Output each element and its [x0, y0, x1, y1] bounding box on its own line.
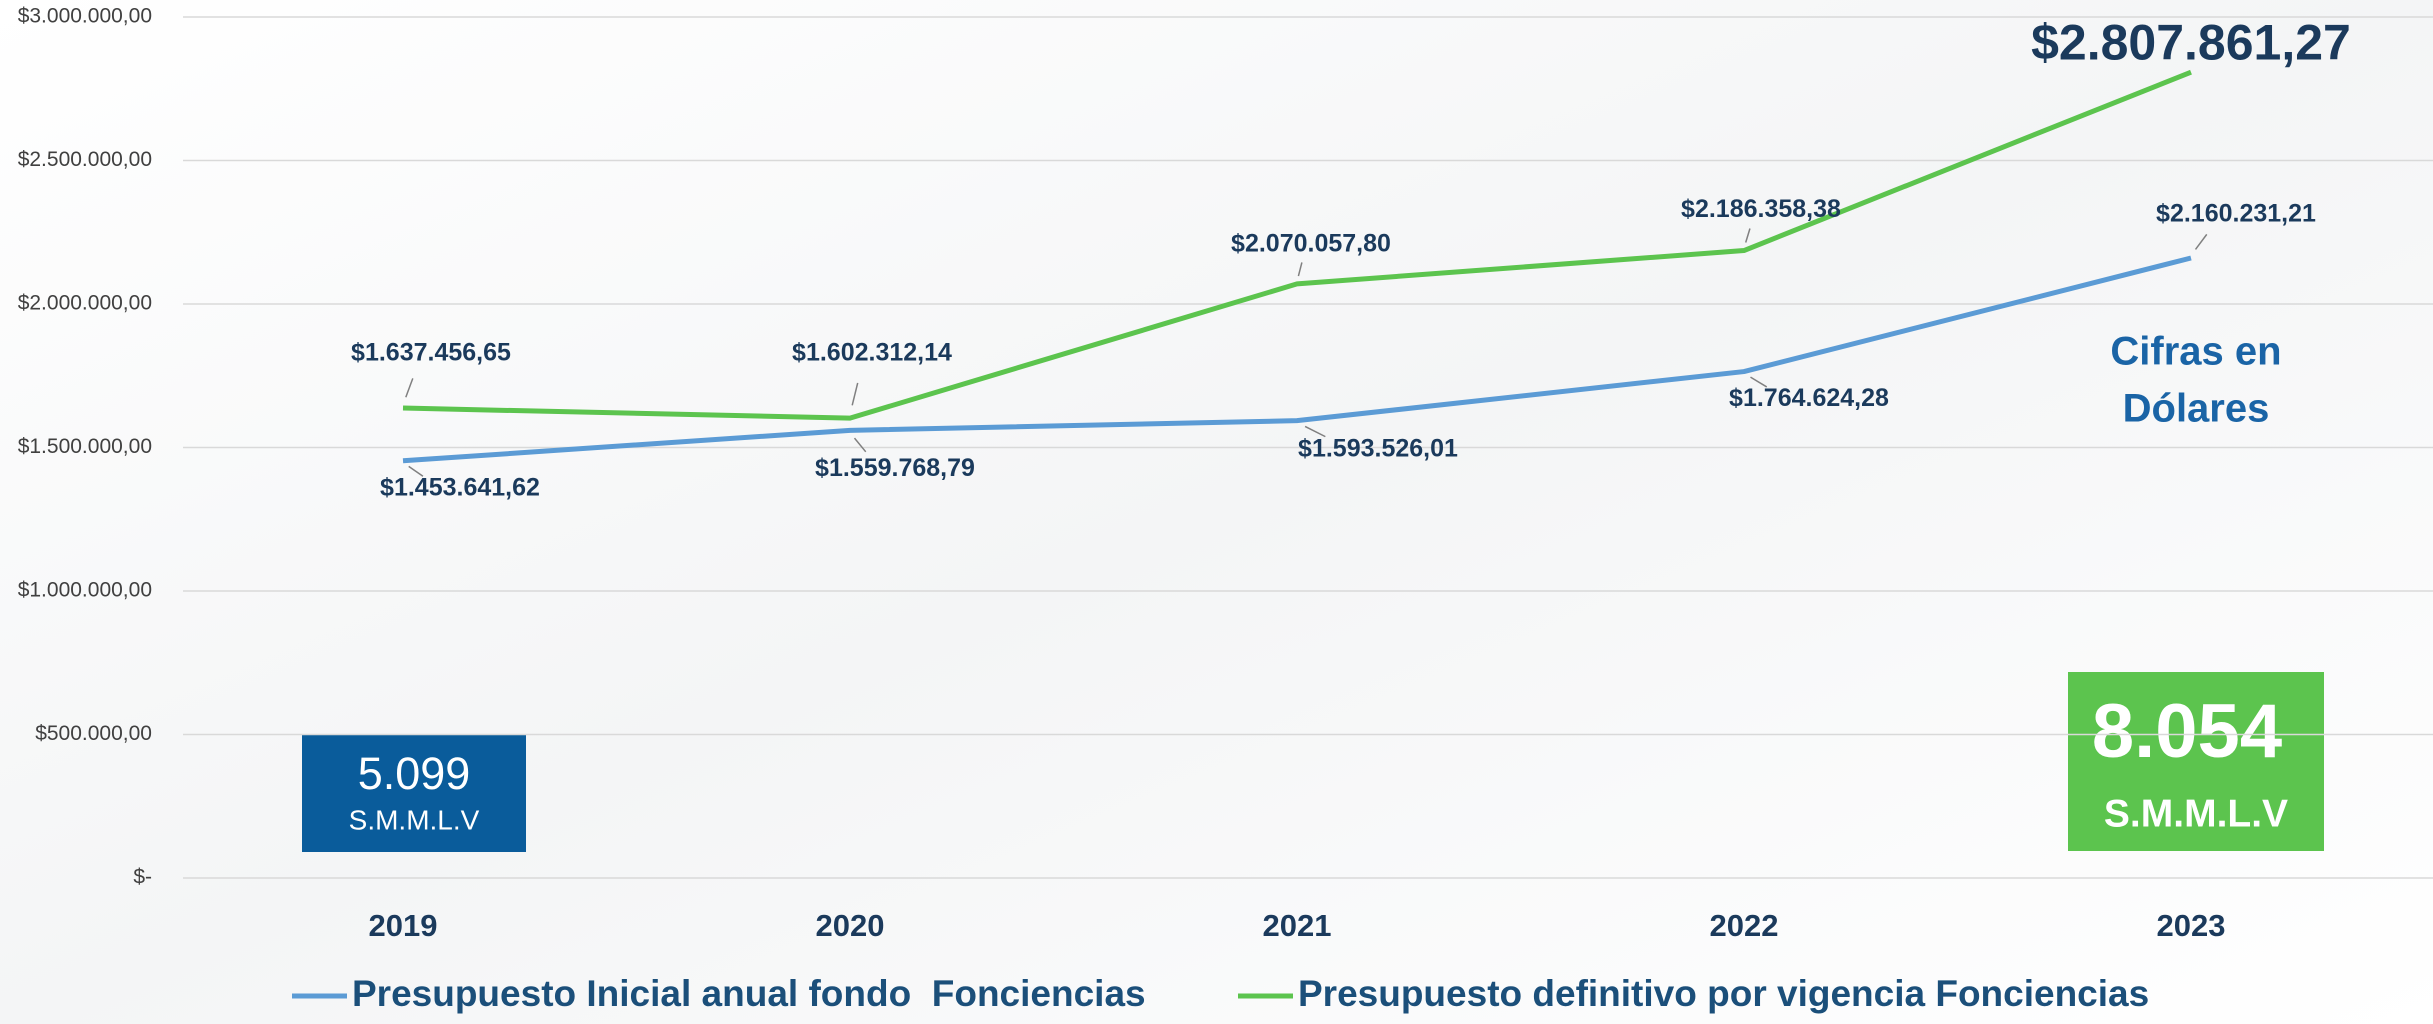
- legend-label: Presupuesto Inicial anual fondo Foncienc…: [352, 973, 1146, 1014]
- y-tick-label: $1.000.000,00: [18, 579, 152, 602]
- data-label: $1.764.624,28: [1729, 384, 1889, 412]
- green-box: [2068, 672, 2324, 851]
- data-label: $1.637.456,65: [351, 339, 511, 367]
- blue-box: [302, 735, 526, 852]
- annotation: Cifras en: [2110, 330, 2281, 374]
- leader-line: [1750, 376, 1768, 388]
- data-label: $2.160.231,21: [2156, 200, 2316, 228]
- leader-line: [851, 382, 859, 406]
- x-tick-label: 2023: [2157, 908, 2226, 943]
- leader-line: [408, 465, 424, 477]
- leader-line: [2194, 233, 2208, 250]
- leader-line: [1744, 228, 1751, 243]
- leader-line: [853, 437, 867, 453]
- legend-label: Presupuesto definitivo por vigencia Fonc…: [1298, 973, 2149, 1014]
- series-line: [402, 255, 2192, 464]
- leader-line: [405, 378, 414, 398]
- data-label: $2.807.861,27: [2031, 14, 2351, 70]
- y-tick-label: $1.500.000,00: [18, 435, 152, 458]
- data-label: $1.602.312,14: [792, 339, 952, 367]
- box-number: 8.054: [2092, 689, 2282, 774]
- leader-line: [1304, 425, 1326, 438]
- leader-line: [1297, 262, 1303, 277]
- data-label: $1.559.768,79: [815, 454, 975, 482]
- box-unit: S.M.M.L.V: [349, 804, 480, 835]
- x-tick-label: 2021: [1263, 908, 1332, 943]
- y-tick-label: $3.000.000,00: [18, 5, 152, 28]
- series-line: [402, 69, 2192, 421]
- data-label: $2.186.358,38: [1681, 195, 1841, 223]
- data-label: $1.453.641,62: [380, 473, 540, 501]
- y-tick-label: $500.000,00: [35, 722, 152, 745]
- annotation: Dólares: [2123, 387, 2270, 431]
- y-tick-label: $2.500.000,00: [18, 148, 152, 171]
- x-tick-label: 2022: [1710, 908, 1779, 943]
- y-tick-label: $-: [133, 866, 152, 889]
- data-label: $1.593.526,01: [1298, 434, 1458, 462]
- data-label: $2.070.057,80: [1231, 230, 1391, 258]
- x-tick-label: 2019: [369, 908, 438, 943]
- y-tick-label: $2.000.000,00: [18, 292, 152, 315]
- x-tick-label: 2020: [816, 908, 885, 943]
- box-unit: S.M.M.L.V: [2104, 792, 2288, 835]
- box-number: 5.099: [358, 748, 471, 799]
